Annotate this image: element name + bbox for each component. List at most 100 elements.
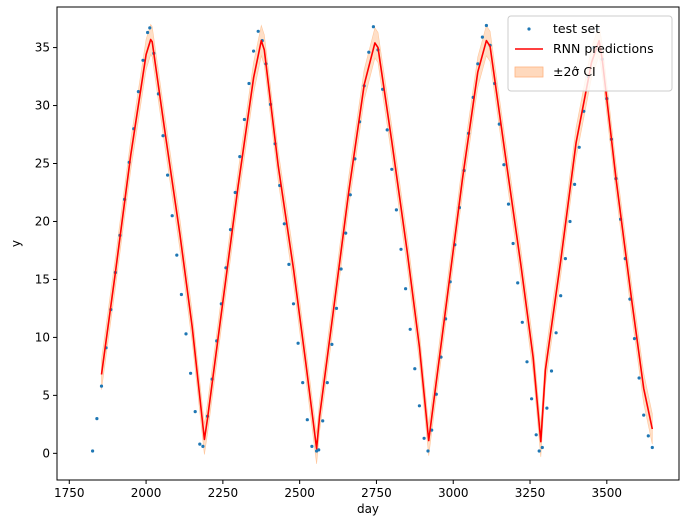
y-tick-label: 20	[35, 214, 50, 228]
rnn-prediction-line	[100, 38, 654, 450]
test-point	[305, 418, 309, 422]
test-point	[371, 25, 375, 29]
test-point	[91, 449, 95, 453]
test-point	[252, 49, 256, 53]
test-point	[577, 145, 581, 149]
test-point	[394, 208, 398, 212]
x-tick-label: 1750	[54, 486, 85, 500]
test-point	[530, 397, 534, 401]
legend-scatter-marker	[527, 27, 531, 31]
test-point	[525, 360, 529, 364]
y-tick-label: 35	[35, 41, 50, 55]
test-point	[247, 81, 251, 86]
y-tick-label: 30	[35, 99, 50, 113]
test-point	[559, 294, 563, 298]
test-point	[344, 231, 348, 235]
x-tick-label: 2750	[361, 486, 392, 500]
y-axis-ticks: 0 5 10 15 20 25 30 35	[35, 41, 57, 460]
x-tick-label: 2000	[131, 486, 162, 500]
y-tick-label: 0	[42, 446, 50, 460]
test-point	[540, 445, 544, 450]
x-tick-label: 3250	[515, 486, 546, 500]
test-point	[549, 369, 554, 373]
legend-test-set-label: test set	[553, 21, 600, 36]
test-point	[166, 173, 170, 177]
test-point	[161, 134, 165, 138]
test-point	[148, 26, 152, 30]
x-tick-label: 3500	[592, 486, 623, 500]
test-point	[233, 190, 237, 195]
x-tick-label: 2250	[208, 486, 239, 500]
test-point	[256, 29, 260, 33]
test-point	[568, 219, 572, 224]
test-point	[201, 444, 205, 448]
test-point	[506, 202, 511, 206]
test-point	[317, 448, 321, 452]
test-point	[573, 182, 577, 186]
test-point	[296, 341, 300, 345]
test-point	[301, 381, 305, 385]
test-point	[184, 332, 188, 336]
test-point	[413, 367, 417, 371]
test-point	[502, 163, 506, 167]
test-point	[325, 381, 329, 385]
test-point	[310, 444, 314, 448]
x-axis-label: day	[357, 502, 379, 516]
test-point	[334, 306, 339, 310]
test-point	[95, 417, 99, 421]
test-point	[520, 320, 524, 324]
test-point	[417, 404, 421, 408]
x-axis-ticks: 1750 2000 2250 2500 2750 3000 3250 3500	[54, 480, 622, 500]
y-tick-label: 15	[35, 272, 50, 286]
test-point	[534, 433, 538, 437]
legend-box	[507, 15, 673, 92]
test-point	[646, 434, 650, 438]
test-point	[399, 247, 403, 251]
legend: test set RNN predictions ±2σ̂ CI	[507, 15, 673, 92]
test-point	[537, 449, 541, 453]
test-point	[516, 281, 520, 285]
y-axis-label: y	[9, 240, 23, 247]
test-point	[348, 193, 352, 197]
y-tick-label: 25	[35, 157, 50, 171]
test-point	[339, 267, 343, 271]
test-point	[476, 62, 480, 66]
test-point	[390, 167, 394, 171]
test-point	[408, 327, 412, 331]
test-point	[175, 253, 179, 257]
test-point	[198, 442, 202, 446]
rnn-prediction-line-layer	[100, 38, 654, 450]
plot-frame	[56, 6, 680, 481]
legend-rnn-predictions-label: RNN predictions	[553, 41, 654, 56]
test-point	[99, 384, 104, 388]
test-point	[287, 262, 291, 266]
test-point	[637, 376, 641, 380]
test-point	[179, 292, 183, 297]
test-point	[193, 410, 197, 414]
legend-band-marker	[514, 66, 544, 78]
test-point	[484, 23, 488, 28]
test-point	[632, 337, 637, 341]
test-point	[189, 371, 193, 375]
test-point	[422, 436, 426, 440]
test-point	[426, 449, 430, 453]
test-point	[228, 228, 233, 232]
x-tick-label: 2500	[284, 486, 315, 500]
test-point	[321, 419, 325, 423]
test-point	[242, 117, 246, 122]
test-point	[170, 214, 174, 218]
test-point	[545, 406, 549, 410]
test-point	[480, 35, 484, 39]
test-point	[291, 302, 296, 306]
y-tick-label: 5	[42, 388, 50, 402]
test-point	[330, 342, 334, 346]
test-point	[642, 413, 646, 417]
test-point	[141, 58, 145, 62]
test-point	[367, 50, 371, 54]
test-point	[554, 331, 558, 335]
x-tick-label: 3000	[438, 486, 469, 500]
test-point	[146, 30, 150, 35]
test-point	[650, 445, 654, 450]
test-point	[385, 128, 389, 132]
